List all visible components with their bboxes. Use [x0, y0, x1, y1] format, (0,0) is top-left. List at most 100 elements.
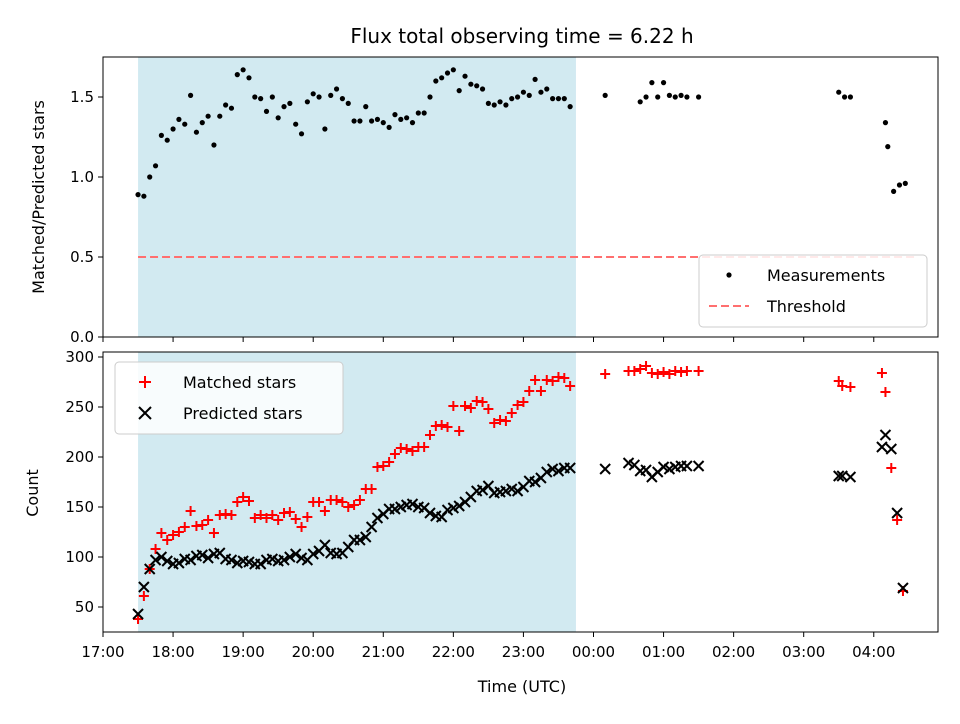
data-point — [524, 386, 535, 396]
data-point — [564, 462, 576, 474]
data-point — [672, 94, 678, 100]
data-point — [833, 470, 845, 482]
data-point — [424, 430, 435, 440]
y-tick-label: 200 — [65, 448, 94, 466]
data-point — [232, 497, 243, 507]
y-tick-label: 0.5 — [70, 248, 94, 266]
data-point — [485, 100, 491, 106]
data-point — [328, 92, 334, 98]
data-point — [133, 614, 144, 624]
data-point — [185, 506, 196, 516]
data-point — [409, 120, 416, 126]
data-point — [156, 528, 167, 538]
data-point — [281, 104, 287, 110]
data-point — [450, 67, 456, 73]
data-point — [637, 99, 643, 105]
x-tick-label: 20:00 — [292, 643, 335, 661]
data-point — [360, 531, 372, 543]
data-point — [448, 401, 459, 411]
data-point — [319, 539, 331, 551]
data-point — [147, 174, 153, 180]
data-point — [141, 193, 147, 199]
data-point — [845, 382, 856, 392]
data-point — [199, 120, 205, 126]
axes-frame — [102, 56, 939, 338]
data-point — [629, 366, 640, 376]
data-point — [886, 463, 897, 473]
data-point — [419, 442, 430, 452]
legend-entry: Matched stars — [139, 373, 296, 392]
data-point — [164, 137, 170, 143]
data-point — [635, 364, 646, 374]
y-tick-label: 50 — [75, 598, 94, 616]
data-point — [284, 551, 296, 563]
legend-entry: Threshold — [709, 297, 846, 316]
data-point — [555, 96, 562, 102]
data-point — [155, 551, 168, 563]
data-point — [252, 94, 258, 100]
data-point — [310, 91, 316, 97]
data-point — [479, 86, 486, 92]
data-point — [384, 457, 395, 467]
data-point — [179, 522, 190, 532]
data-point — [465, 403, 476, 413]
data-point — [380, 120, 386, 126]
data-point — [307, 548, 319, 560]
x-axis-label: Time (UTC) — [477, 677, 566, 696]
data-point — [184, 554, 197, 566]
series-predicted-stars — [132, 429, 909, 620]
legend-label: Matched stars — [183, 373, 296, 392]
data-point — [243, 496, 254, 506]
data-point — [389, 449, 400, 459]
x-tick-label: 19:00 — [222, 643, 265, 661]
data-point — [655, 94, 661, 100]
data-point — [314, 497, 325, 507]
data-point — [273, 515, 284, 525]
data-point — [269, 94, 275, 100]
data-point — [261, 513, 272, 523]
data-point — [695, 94, 702, 100]
data-point — [684, 94, 690, 100]
data-point — [462, 73, 468, 79]
data-point — [649, 80, 655, 86]
data-point — [844, 471, 857, 483]
data-point — [240, 67, 246, 73]
data-point — [211, 142, 217, 148]
legend-entry: Predicted stars — [138, 404, 303, 423]
data-point — [559, 373, 570, 383]
data-point — [526, 92, 532, 98]
legend-label: Threshold — [766, 297, 846, 316]
data-point — [176, 116, 182, 122]
legend-marker — [726, 272, 732, 278]
data-point — [173, 557, 185, 569]
data-point — [489, 418, 500, 428]
data-point — [512, 400, 523, 410]
data-point — [836, 89, 842, 95]
data-point — [319, 506, 330, 516]
data-point — [173, 527, 184, 537]
data-point — [474, 83, 480, 89]
data-point — [217, 113, 223, 119]
data-point — [284, 507, 295, 517]
data-point — [681, 460, 693, 472]
data-point — [509, 96, 515, 102]
observing-window-band — [138, 57, 576, 337]
x-tick-label: 18:00 — [151, 643, 194, 661]
data-point — [203, 515, 214, 525]
data-point — [202, 552, 214, 564]
data-point — [876, 441, 888, 453]
x-tick-label: 01:00 — [642, 643, 685, 661]
data-point — [876, 368, 887, 378]
y-tick-label: 150 — [65, 498, 94, 516]
data-point — [468, 81, 474, 87]
data-point — [304, 99, 310, 105]
data-point — [246, 75, 252, 81]
data-point — [552, 465, 565, 477]
data-point — [135, 192, 141, 198]
legend-entry: Measurements — [726, 266, 885, 285]
data-point — [170, 126, 176, 132]
legend: Measurements Threshold — [698, 254, 928, 328]
data-point — [879, 429, 892, 441]
data-point — [541, 466, 553, 478]
